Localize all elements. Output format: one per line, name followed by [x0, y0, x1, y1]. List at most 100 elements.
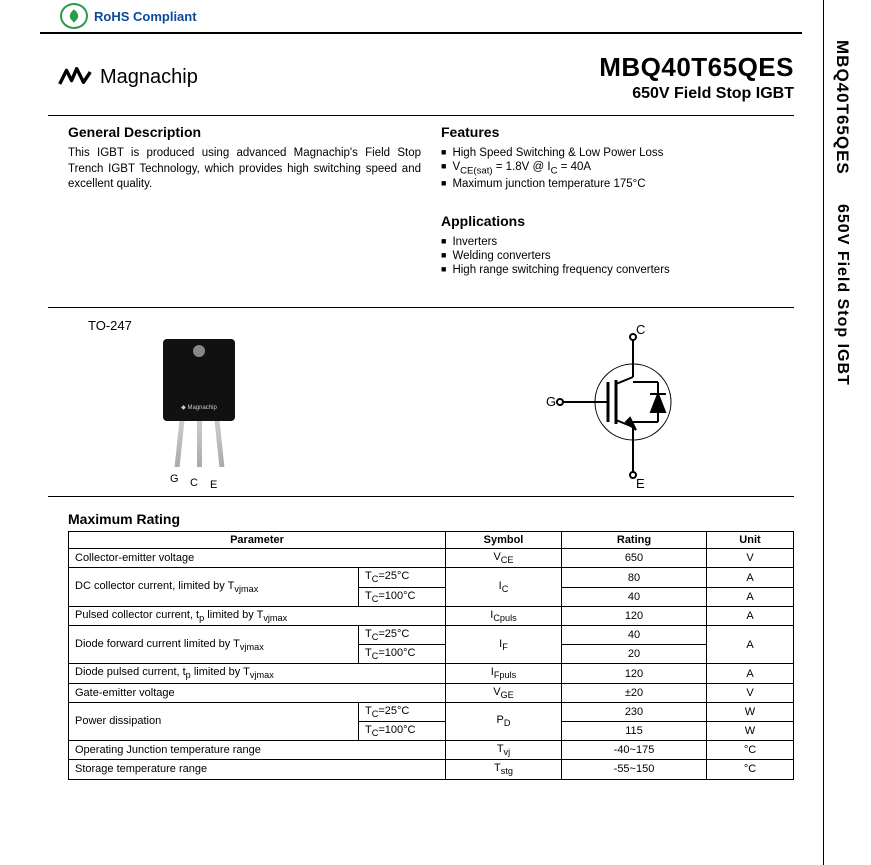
cell-unit: W	[707, 721, 794, 740]
header-row: Magnachip MBQ40T65QES 650V Field Stop IG…	[40, 34, 802, 115]
page: RoHS Compliant Magnachip MBQ40T65QES 650…	[0, 0, 820, 865]
cell-param: Diode forward current limited by Tvjmax	[69, 626, 359, 664]
application-item: High range switching frequency converter…	[441, 263, 794, 277]
cell-param: Pulsed collector current, tp limited by …	[69, 606, 446, 625]
cell-unit: A	[707, 568, 794, 587]
rating-table: Parameter Symbol Rating Unit Collector-e…	[68, 531, 794, 779]
table-header-row: Parameter Symbol Rating Unit	[69, 532, 794, 549]
brand-name: Magnachip	[100, 66, 198, 89]
package-schematic-row: TO-247 ◆ Magnachip G C E	[48, 307, 794, 497]
applications-list: Inverters Welding converters High range …	[441, 235, 794, 277]
feature-item: High Speed Switching & Low Power Loss	[441, 146, 794, 160]
subtitle: 650V Field Stop IGBT	[599, 85, 794, 103]
cell-cond: TC=100°C	[359, 587, 446, 606]
cell-rating: 650	[562, 549, 707, 568]
compliance-row: RoHS Compliant	[40, 0, 802, 34]
gd-text: This IGBT is produced using advanced Mag…	[68, 146, 421, 193]
feature-item: VCE(sat) = 1.8V @ IC = 40A	[441, 160, 794, 177]
feature-item: Maximum junction temperature 175°C	[441, 177, 794, 191]
cell-rating: 80	[562, 568, 707, 587]
cell-rating: 40	[562, 587, 707, 606]
cell-rating: 20	[562, 645, 707, 664]
cell-param: Gate-emitter voltage	[69, 683, 446, 702]
cell-sym: IFpuls	[446, 664, 562, 683]
cell-rating: 115	[562, 721, 707, 740]
cell-param: Operating Junction temperature range	[69, 741, 446, 760]
schematic-panel: C G E	[441, 308, 794, 496]
schematic-c-label: C	[636, 322, 645, 337]
application-item: Inverters	[441, 235, 794, 249]
cell-unit: V	[707, 683, 794, 702]
cell-cond: TC=25°C	[359, 702, 446, 721]
cell-cond: TC=25°C	[359, 568, 446, 587]
features-heading: Features	[441, 124, 794, 140]
intro-columns: General Description This IGBT is produce…	[40, 116, 802, 277]
application-item: Welding converters	[441, 249, 794, 263]
cell-rating: ±20	[562, 683, 707, 702]
side-tab: MBQ40T65QES 650V Field Stop IGBT	[823, 0, 871, 865]
table-row: Power dissipation TC=25°C PD 230 W	[69, 702, 794, 721]
side-part-text: MBQ40T65QES	[833, 40, 852, 175]
cell-cond: TC=25°C	[359, 626, 446, 645]
cell-unit: A	[707, 587, 794, 606]
cell-param: Collector-emitter voltage	[69, 549, 446, 568]
cell-param: Power dissipation	[69, 702, 359, 740]
brand-logo: Magnachip	[58, 65, 198, 91]
cell-sym: ICpuls	[446, 606, 562, 625]
general-description-col: General Description This IGBT is produce…	[68, 124, 421, 277]
pin-label-g: G	[170, 473, 179, 485]
cell-rating: 120	[562, 606, 707, 625]
gd-heading: General Description	[68, 124, 421, 140]
package-panel: TO-247 ◆ Magnachip G C E	[48, 308, 441, 496]
title-block: MBQ40T65QES 650V Field Stop IGBT	[599, 52, 794, 103]
col-rating: Rating	[562, 532, 707, 549]
cell-cond: TC=100°C	[359, 645, 446, 664]
cell-unit: W	[707, 702, 794, 721]
cell-rating: -55~150	[562, 760, 707, 779]
cell-sym: VCE	[446, 549, 562, 568]
col-symbol: Symbol	[446, 532, 562, 549]
cell-rating: 40	[562, 626, 707, 645]
cell-unit: V	[707, 549, 794, 568]
cell-rating: 120	[562, 664, 707, 683]
table-row: Collector-emitter voltage VCE 650 V	[69, 549, 794, 568]
cell-unit: A	[707, 626, 794, 664]
cell-param: Diode pulsed current, tp limited by Tvjm…	[69, 664, 446, 683]
col-unit: Unit	[707, 532, 794, 549]
applications-heading: Applications	[441, 213, 794, 229]
rohs-leaf-icon	[60, 3, 88, 29]
rating-table-title: Maximum Rating	[68, 511, 794, 527]
cell-rating: -40~175	[562, 741, 707, 760]
table-row: Diode forward current limited by Tvjmax …	[69, 626, 794, 645]
cell-sym: Tvj	[446, 741, 562, 760]
rating-table-wrap: Maximum Rating Parameter Symbol Rating U…	[68, 511, 794, 779]
cell-unit: °C	[707, 741, 794, 760]
cell-unit: °C	[707, 760, 794, 779]
table-row: Storage temperature range Tstg -55~150 °…	[69, 760, 794, 779]
to247-icon: ◆ Magnachip	[163, 339, 235, 421]
table-row: Diode pulsed current, tp limited by Tvjm…	[69, 664, 794, 683]
pin-label-c: C	[190, 477, 198, 489]
side-part-number: MBQ40T65QES 650V Field Stop IGBT	[824, 40, 852, 385]
cell-sym: IF	[446, 626, 562, 664]
cell-sym: Tstg	[446, 760, 562, 779]
table-row: Operating Junction temperature range Tvj…	[69, 741, 794, 760]
features-list: High Speed Switching & Low Power Loss VC…	[441, 146, 794, 191]
schematic-g-label: G	[546, 394, 556, 409]
cell-param: DC collector current, limited by Tvjmax	[69, 568, 359, 606]
schematic-e-label: E	[636, 476, 645, 491]
table-row: DC collector current, limited by Tvjmax …	[69, 568, 794, 587]
package-name: TO-247	[88, 318, 441, 333]
features-apps-col: Features High Speed Switching & Low Powe…	[441, 124, 794, 277]
side-sub-text: 650V Field Stop IGBT	[834, 204, 851, 386]
part-number: MBQ40T65QES	[599, 52, 794, 83]
cell-rating: 230	[562, 702, 707, 721]
col-parameter: Parameter	[69, 532, 446, 549]
package-image: ◆ Magnachip G C E	[128, 339, 268, 494]
cell-cond: TC=100°C	[359, 721, 446, 740]
cell-sym: PD	[446, 702, 562, 740]
cell-sym: IC	[446, 568, 562, 606]
cell-param: Storage temperature range	[69, 760, 446, 779]
compliance-label: RoHS Compliant	[94, 9, 197, 24]
table-row: Gate-emitter voltage VGE ±20 V	[69, 683, 794, 702]
